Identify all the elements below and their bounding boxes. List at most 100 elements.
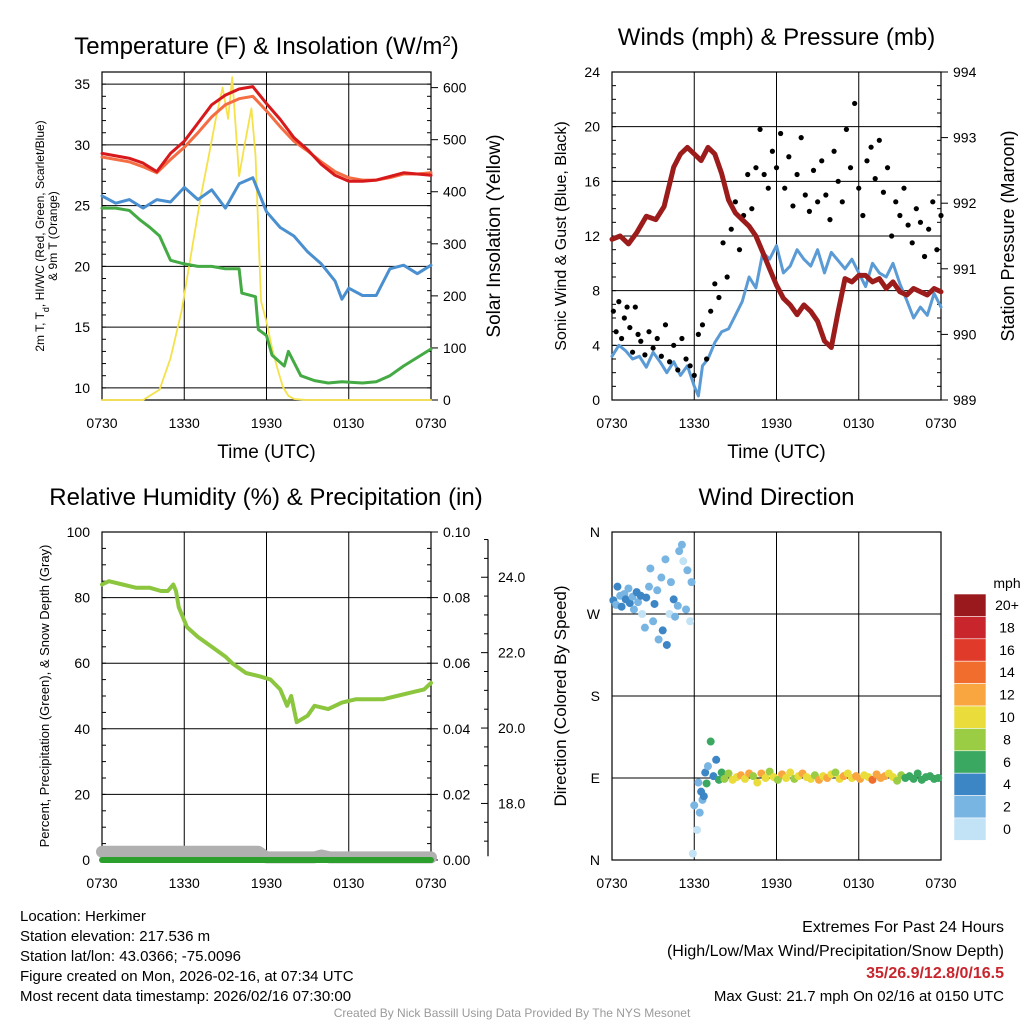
2m-temperature-line — [100, 85, 433, 183]
gust-point — [745, 171, 751, 178]
y-tick-label: 25 — [74, 198, 90, 214]
direction-point — [909, 774, 918, 783]
y3-tick-label: 20.0 — [498, 720, 525, 736]
gust-point — [769, 148, 775, 154]
y-tick-label: 0 — [592, 392, 600, 408]
x-axis-title: Time (UTC) — [217, 442, 316, 463]
y-tick-label: 8 — [592, 283, 600, 299]
x-tick-label: 1330 — [169, 875, 200, 891]
gust-point — [728, 226, 734, 232]
snow-depth-line — [96, 845, 437, 864]
legend-label: 12 — [999, 687, 1015, 703]
y2-axis-title: Station Pressure (Maroon) — [998, 130, 1018, 341]
direction-point — [686, 617, 695, 626]
direction-point — [675, 547, 684, 556]
gust-point — [749, 206, 755, 212]
legend-swatch — [953, 817, 987, 841]
gust-point — [646, 329, 652, 335]
direction-point — [658, 626, 667, 635]
legend-label: 20+ — [995, 597, 1019, 613]
direction-point — [786, 768, 795, 777]
y-tick-label: 24 — [584, 64, 600, 80]
x-tick-label: 1330 — [169, 415, 200, 431]
gust-point — [736, 247, 743, 253]
gust-point — [720, 240, 726, 246]
gust-point — [794, 171, 800, 178]
gust-point — [930, 199, 936, 205]
y-tick-label: S — [591, 688, 600, 704]
direction-point — [653, 586, 662, 595]
heat-index-wind-chill-line — [100, 176, 433, 301]
gust-point — [761, 171, 767, 178]
y-tick-label: 15 — [74, 319, 90, 335]
direction-point — [703, 762, 712, 771]
legend-label: 18 — [999, 619, 1015, 635]
gust-point — [716, 294, 722, 301]
x-tick-label: 0730 — [415, 415, 446, 431]
y-tick-label: 35 — [74, 76, 90, 92]
gust-point — [847, 165, 854, 171]
legend-swatch — [953, 683, 987, 707]
gust-point — [695, 331, 701, 337]
direction-point — [724, 769, 733, 778]
station-elevation: Station elevation: 217.536 m — [20, 928, 211, 945]
y2-label: 300 — [443, 236, 467, 252]
gust-point — [810, 167, 817, 173]
direction-point — [699, 792, 708, 801]
direction-point — [695, 808, 704, 817]
x-tick-label: 0730 — [596, 875, 627, 891]
gust-point — [732, 199, 738, 205]
y3-tick-label: 24.0 — [498, 569, 525, 585]
y2-label: 989 — [953, 392, 977, 408]
direction-point — [740, 774, 749, 783]
gust-point — [872, 176, 878, 182]
legend-swatch — [953, 593, 987, 617]
legend-label: 10 — [999, 709, 1015, 725]
gust-point — [627, 324, 633, 331]
direction-point — [662, 640, 671, 649]
x-tick-label: 0730 — [86, 415, 117, 431]
y-axis-title: 2m T, Td, HI/WC (Red, Green, Scarlet/Blu… — [33, 120, 60, 351]
gust-point — [675, 367, 681, 373]
y-tick-label: 60 — [74, 655, 90, 671]
direction-point — [673, 601, 682, 610]
legend-label: 14 — [999, 664, 1015, 680]
gust-point — [831, 148, 837, 154]
direction-point — [712, 755, 721, 764]
x-tick-label: 1330 — [679, 875, 710, 891]
gust-point — [843, 126, 850, 132]
direction-point — [624, 584, 633, 593]
y-tick-label: 20 — [74, 786, 90, 802]
direction-point — [661, 555, 670, 564]
gust-point — [724, 274, 730, 280]
gust-point — [691, 372, 697, 378]
legend-swatch — [953, 660, 987, 684]
chart-title: Winds (mph) & Pressure (mb) — [618, 24, 935, 51]
direction-point — [688, 849, 697, 858]
direction-point — [868, 775, 877, 784]
gust-point — [897, 212, 903, 219]
gust-point — [616, 299, 622, 305]
direction-point — [720, 774, 729, 783]
gust-point — [790, 203, 796, 209]
sonic-wind-line — [610, 244, 943, 398]
y2-label: 0.02 — [443, 786, 470, 802]
gust-point — [934, 247, 940, 253]
gust-point — [901, 185, 907, 191]
direction-chart: 0730 1330 1930 0130 0730 N E S W N Wind Direction D… — [551, 484, 1021, 891]
gust-point — [632, 304, 638, 310]
gust-point — [860, 212, 866, 219]
direction-point — [701, 768, 710, 777]
gust-point — [852, 100, 858, 107]
direction-point — [682, 605, 691, 614]
gust-point — [753, 165, 759, 171]
legend-swatch — [953, 772, 987, 796]
gust-point — [712, 281, 718, 287]
y-axis-title: Sonic Wind & Gust (Blue, Black) — [553, 121, 570, 350]
gust-point — [839, 199, 845, 205]
y-tick-label: 80 — [74, 590, 90, 606]
direction-point — [669, 595, 678, 604]
gust-point — [679, 335, 685, 342]
x-tick-label: 1930 — [761, 875, 792, 891]
x-tick-label: 1930 — [761, 415, 792, 431]
